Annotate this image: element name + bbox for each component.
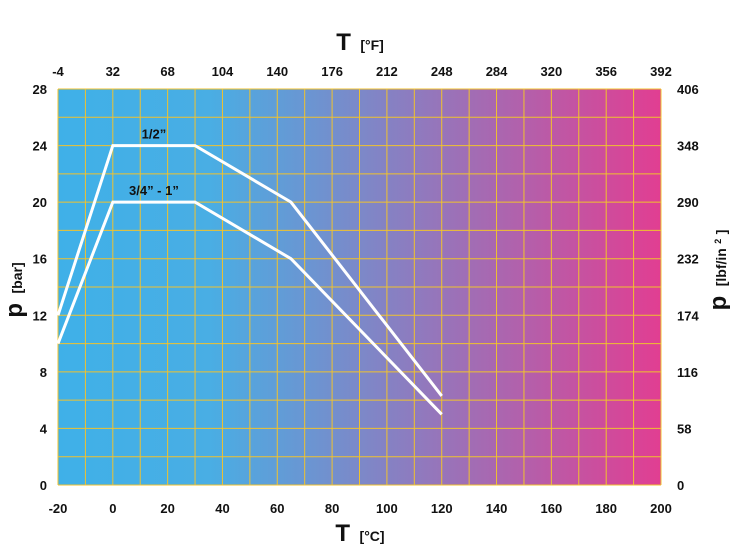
x-bottom-tick-label: 180 [595,501,617,516]
x-top-ticks: -4 32 68 104 140 176 212 248 284 320 356 392 [52,64,672,79]
x-bottom-axis-title: T [°C] [335,520,384,547]
y-left-tick-label: 12 [33,308,47,323]
y-left-tick-label: 28 [33,82,47,97]
series-label-1: 1/2” [142,127,167,142]
y-right-tick-label: 174 [677,308,699,323]
x-top-tick-label: 176 [321,64,343,79]
y-left-tick-label: 16 [33,252,47,267]
y-right-tick-label: 232 [677,252,699,267]
y-left-tick-label: 20 [33,195,47,210]
y-left-tick-label: 4 [40,421,48,436]
x-top-tick-label: 248 [431,64,453,79]
y-right-tick-label: 116 [677,365,698,380]
x-bottom-tick-label: 120 [431,501,453,516]
series-label-2: 3/4” - 1” [129,183,179,198]
y-left-tick-label: 0 [40,478,47,493]
x-bottom-ticks: -20 0 20 40 60 80 100 120 140 160 180 200 [49,501,672,516]
x-bottom-tick-label: 40 [215,501,229,516]
x-top-tick-label: 392 [650,64,672,79]
x-top-axis-title: T [°F] [336,29,384,56]
x-bottom-tick-label: 100 [376,501,398,516]
y-right-tick-label: 348 [677,139,699,154]
x-top-tick-label: 140 [266,64,288,79]
x-bottom-tick-label: 160 [541,501,563,516]
x-bottom-tick-label: -20 [49,501,68,516]
x-bottom-tick-label: 60 [270,501,284,516]
x-bottom-tick-label: 20 [160,501,174,516]
x-top-tick-label: 320 [541,64,563,79]
y-right-tick-label: 0 [677,478,684,493]
y-left-axis-title: p [bar] [1,262,28,317]
y-right-axis-title: p [lbf/in 2 ] [705,230,730,311]
x-bottom-tick-label: 140 [486,501,508,516]
y-right-tick-label: 406 [677,82,699,97]
x-top-tick-label: -4 [52,64,64,79]
x-bottom-tick-label: 0 [109,501,116,516]
x-bottom-tick-label: 200 [650,501,672,516]
y-right-ticks: 0 58 116 174 232 290 348 406 [677,82,699,493]
x-top-tick-label: 68 [160,64,174,79]
y-left-ticks: 0 4 8 12 16 20 24 28 [33,82,48,493]
x-top-tick-label: 104 [212,64,234,79]
y-left-tick-label: 8 [40,365,47,380]
series-line-1 [56,144,443,397]
x-top-tick-label: 212 [376,64,398,79]
series-labels: 1/2” 3/4” - 1” [129,127,179,199]
grid [57,88,662,486]
x-bottom-tick-label: 80 [325,501,339,516]
y-right-tick-label: 58 [677,421,691,436]
series-line-2 [56,200,443,416]
x-top-tick-label: 32 [106,64,120,79]
y-left-tick-label: 24 [33,139,48,154]
series-lines [56,144,443,416]
x-top-tick-label: 356 [595,64,617,79]
y-right-tick-label: 290 [677,195,699,210]
x-top-tick-label: 284 [486,64,508,79]
